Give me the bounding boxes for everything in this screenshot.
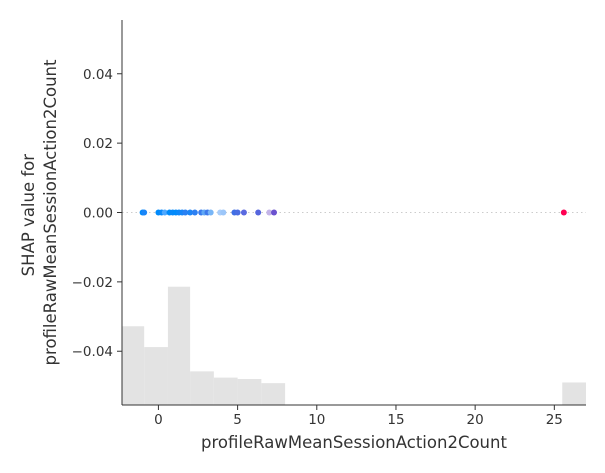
data-point-10 [182, 209, 189, 216]
x-tick-label-0: 0 [154, 412, 163, 428]
y-tick-label-4: 0.04 [83, 67, 113, 83]
histogram-bar-2 [167, 286, 191, 405]
data-point-21 [240, 209, 247, 216]
y-axis-label-line-2: profileRawMeanSessionAction2Count [41, 59, 60, 365]
x-tick-label-3: 15 [387, 412, 404, 428]
data-point-18 [220, 209, 227, 216]
x-tick-label-2: 10 [308, 412, 325, 428]
data-point-16 [207, 209, 214, 216]
x-tick-label-4: 20 [467, 412, 484, 428]
data-point-20 [234, 209, 241, 216]
y-tick-label-1: −0.02 [72, 275, 113, 291]
histogram-bar-4 [213, 377, 238, 405]
y-axis-label: SHAP value for profileRawMeanSessionActi… [19, 59, 60, 365]
x-tick-label-5: 25 [546, 412, 563, 428]
feature-histogram [122, 286, 586, 405]
histogram-bar-3 [190, 371, 214, 405]
data-point-24 [271, 209, 278, 216]
x-tick-label-1: 5 [233, 412, 242, 428]
y-axis-ticks: −0.04 −0.02 0.00 0.02 0.04 [72, 67, 122, 360]
histogram-bar-7 [562, 382, 586, 405]
histogram-bar-6 [261, 383, 286, 405]
histogram-bar-5 [237, 378, 262, 405]
histogram-bar-0 [122, 326, 145, 405]
data-point-4 [161, 209, 168, 216]
x-axis-ticks: 0 5 10 15 20 25 [154, 405, 563, 428]
data-point-23 [266, 209, 273, 216]
histogram-bar-1 [144, 347, 168, 405]
y-tick-label-0: −0.04 [72, 344, 113, 360]
data-point-25 [560, 209, 567, 216]
shap-points [139, 209, 567, 216]
y-tick-label-3: 0.02 [83, 136, 113, 152]
x-axis-label: profileRawMeanSessionAction2Count [201, 433, 507, 452]
y-tick-label-2: 0.00 [83, 206, 113, 222]
data-point-11 [187, 209, 194, 216]
data-point-22 [255, 209, 262, 216]
data-point-1 [141, 209, 148, 216]
y-axis-label-line-1: SHAP value for [19, 154, 38, 277]
data-point-12 [191, 209, 198, 216]
